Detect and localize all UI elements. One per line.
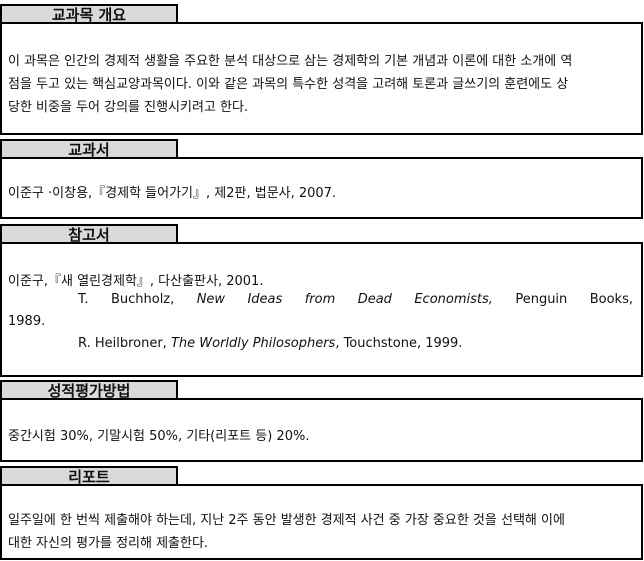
report-box: 일주일에 한 번씩 제출해야 하는데, 지난 2주 동안 발생한 경제적 사건 …	[0, 484, 643, 560]
grading-text: 중간시험 30%, 기말시험 50%, 기타(리포트 등) 20%.	[8, 429, 310, 444]
reference-2-title-word: Dead	[357, 292, 392, 307]
overview-box: 이 과목은 인간의 경제적 생활을 주요한 분석 대상으로 삼는 경제학의 기본…	[0, 22, 643, 135]
reference-3-author: R. Heilbroner,	[78, 336, 167, 351]
reference-2-word: T.	[78, 292, 89, 307]
overview-heading: 교과목 개요	[0, 4, 178, 24]
overview-line-2: 점을 두고 있는 핵심교양과목이다. 이와 같은 과목의 특수한 성격을 고려해…	[8, 77, 569, 92]
textbook-text: 이준구 ·이창용,『경제학 들어가기』, 제2판, 법문사, 2007.	[8, 186, 337, 201]
grading-heading: 성적평가방법	[0, 380, 178, 400]
reference-2-title-word: Ideas	[247, 292, 283, 307]
overview-line-3: 당한 비중을 두어 강의를 진행시키려고 한다.	[8, 100, 249, 115]
reference-2-title-word: New	[196, 292, 226, 307]
reference-2-title-word: from	[304, 292, 336, 307]
references-box: 이준구,『새 열린경제학』, 다산출판사, 2001. T. Buchholz,…	[0, 242, 643, 377]
reference-3-publisher: , Touchstone, 1999.	[335, 336, 463, 351]
reference-1: 이준구,『새 열린경제학』, 다산출판사, 2001.	[8, 274, 264, 289]
reference-2: T. Buchholz, New Ideas from Dead Economi…	[78, 292, 633, 307]
references-heading: 참고서	[0, 224, 178, 244]
textbook-box: 이준구 ·이창용,『경제학 들어가기』, 제2판, 법문사, 2007.	[0, 157, 643, 219]
reference-2-word: Books,	[589, 292, 633, 307]
report-line-2: 대한 자신의 평가를 정리해 제출한다.	[8, 536, 209, 551]
reference-2-year: 1989.	[8, 314, 46, 329]
reference-3: R. Heilbroner, The Worldly Philosophers,…	[78, 336, 462, 351]
reference-2-word: Buchholz,	[110, 292, 175, 307]
report-line-1: 일주일에 한 번씩 제출해야 하는데, 지난 2주 동안 발생한 경제적 사건 …	[8, 513, 565, 528]
reference-3-title: The Worldly Philosophers	[170, 336, 336, 351]
report-heading: 리포트	[0, 466, 178, 486]
reference-2-word: Penguin	[515, 292, 568, 307]
textbook-heading: 교과서	[0, 139, 178, 159]
grading-box: 중간시험 30%, 기말시험 50%, 기타(리포트 등) 20%.	[0, 398, 643, 462]
reference-2-title-word: Economists,	[414, 292, 493, 307]
overview-line-1: 이 과목은 인간의 경제적 생활을 주요한 분석 대상으로 삼는 경제학의 기본…	[8, 54, 573, 69]
